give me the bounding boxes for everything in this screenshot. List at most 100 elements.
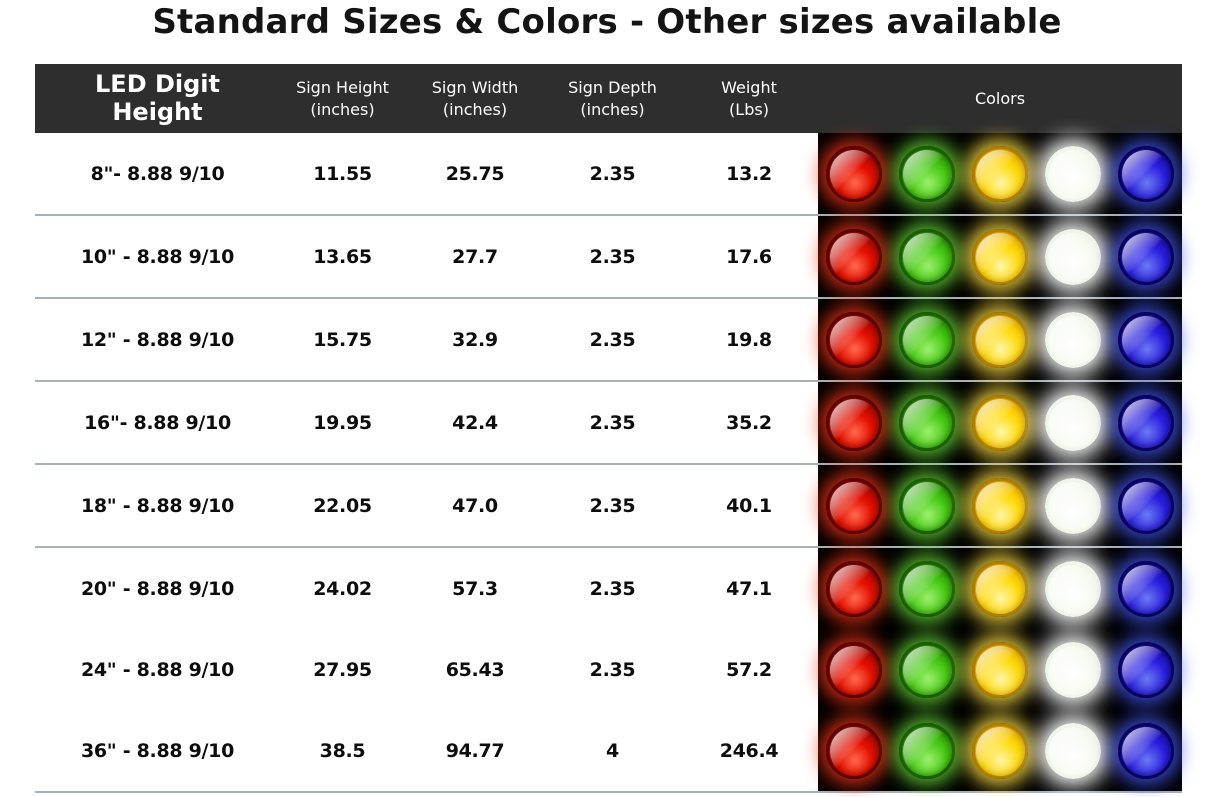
green-led-icon — [899, 641, 956, 698]
spec-table: LED Digit Height Sign Height (inches) Si… — [35, 64, 1182, 793]
cell-sign-height: 19.95 — [313, 411, 372, 434]
white-led-icon — [1044, 722, 1101, 779]
blue-led-icon — [1117, 228, 1174, 285]
cell-digit-height: 10" - 8.88 9/10 — [80, 245, 235, 268]
green-led-icon — [899, 394, 956, 451]
cell-weight: 35.2 — [726, 411, 772, 434]
cell-sign-height: 11.55 — [313, 162, 372, 185]
red-led-icon — [826, 560, 883, 617]
column-header-label: Weight — [721, 77, 777, 97]
green-led-icon — [899, 145, 956, 202]
cell-sign-depth: 2.35 — [589, 162, 636, 185]
cell-digit-height: 20" - 8.88 9/10 — [80, 577, 235, 600]
column-header-unit: (inches) — [442, 99, 508, 119]
cell-weight: 17.6 — [726, 245, 772, 268]
cell-sign-width: 42.4 — [452, 411, 498, 434]
page-title: Standard Sizes & Colors - Other sizes av… — [152, 2, 1062, 42]
table-header-row: LED Digit Height Sign Height (inches) Si… — [35, 64, 1182, 133]
cell-sign-depth: 2.35 — [589, 245, 636, 268]
cell-weight: 57.2 — [726, 658, 772, 681]
column-header-label: Sign Height — [296, 77, 389, 97]
cell-weight: 19.8 — [726, 328, 772, 351]
column-header-label: Colors — [974, 88, 1026, 108]
white-led-icon — [1044, 145, 1101, 202]
led-swatch-group — [818, 382, 1182, 463]
cell-sign-height: 15.75 — [313, 328, 372, 351]
table-row: 36" - 8.88 9/10 38.5 94.77 4 246.4 — [35, 710, 1182, 791]
cell-digit-height: 18" - 8.88 9/10 — [80, 494, 235, 517]
yellow-led-icon — [971, 394, 1028, 451]
blue-led-icon — [1117, 311, 1174, 368]
blue-led-icon — [1117, 722, 1174, 779]
led-swatch-group — [818, 299, 1182, 380]
column-header-unit: (inches) — [580, 99, 645, 119]
column-header-weight: Weight (Lbs) — [680, 77, 818, 120]
led-swatch-group — [818, 548, 1182, 629]
white-led-icon — [1044, 477, 1101, 534]
column-header-digit-height: LED Digit Height — [35, 70, 280, 126]
cell-digit-height: 8"- 8.88 9/10 — [90, 162, 225, 185]
cell-sign-width: 25.75 — [445, 162, 505, 185]
red-led-icon — [826, 228, 883, 285]
cell-weight: 47.1 — [726, 577, 772, 600]
cell-digit-height: 24" - 8.88 9/10 — [80, 658, 235, 681]
green-led-icon — [899, 560, 956, 617]
column-header-label: Sign Width — [431, 77, 519, 97]
cell-sign-depth: 2.35 — [589, 328, 636, 351]
green-led-icon — [899, 722, 956, 779]
green-led-icon — [899, 228, 956, 285]
cell-weight: 40.1 — [726, 494, 772, 517]
cell-digit-height: 36" - 8.88 9/10 — [80, 739, 235, 762]
column-header-sign-depth: Sign Depth (inches) — [545, 77, 680, 120]
cell-sign-width: 57.3 — [452, 577, 498, 600]
cell-sign-depth: 2.35 — [589, 494, 636, 517]
led-swatch-group — [818, 216, 1182, 297]
table-row: 16"- 8.88 9/10 19.95 42.4 2.35 35.2 — [35, 380, 1182, 463]
white-led-icon — [1044, 560, 1101, 617]
led-swatch-group — [818, 133, 1182, 214]
cell-sign-height: 22.05 — [313, 494, 372, 517]
table-row: 18" - 8.88 9/10 22.05 47.0 2.35 40.1 — [35, 463, 1182, 546]
table-row: 8"- 8.88 9/10 11.55 25.75 2.35 13.2 — [35, 133, 1182, 214]
cell-sign-width: 27.7 — [452, 245, 498, 268]
cell-sign-height: 13.65 — [313, 245, 372, 268]
cell-sign-depth: 2.35 — [589, 658, 636, 681]
white-led-icon — [1044, 228, 1101, 285]
cell-sign-height: 24.02 — [313, 577, 372, 600]
red-led-icon — [826, 145, 883, 202]
cell-weight: 13.2 — [726, 162, 772, 185]
green-led-icon — [899, 311, 956, 368]
blue-led-icon — [1117, 641, 1174, 698]
cell-sign-height: 38.5 — [319, 739, 366, 762]
white-led-icon — [1044, 394, 1101, 451]
yellow-led-icon — [971, 722, 1028, 779]
blue-led-icon — [1117, 394, 1174, 451]
cell-weight: 246.4 — [719, 739, 779, 762]
cell-sign-width: 94.77 — [445, 739, 505, 762]
column-header-sign-width: Sign Width (inches) — [405, 77, 545, 120]
red-led-icon — [826, 477, 883, 534]
red-led-icon — [826, 394, 883, 451]
yellow-led-icon — [971, 477, 1028, 534]
table-row: 12" - 8.88 9/10 15.75 32.9 2.35 19.8 — [35, 297, 1182, 380]
white-led-icon — [1044, 311, 1101, 368]
cell-sign-width: 47.0 — [452, 494, 498, 517]
yellow-led-icon — [971, 311, 1028, 368]
led-swatch-group — [818, 629, 1182, 710]
cell-sign-width: 65.43 — [445, 658, 505, 681]
red-led-icon — [826, 641, 883, 698]
table-row: 24" - 8.88 9/10 27.95 65.43 2.35 57.2 — [35, 629, 1182, 710]
red-led-icon — [826, 722, 883, 779]
table-row: 20" - 8.88 9/10 24.02 57.3 2.35 47.1 — [35, 546, 1182, 629]
cell-sign-depth: 2.35 — [589, 577, 636, 600]
column-header-colors: Colors — [818, 88, 1182, 110]
blue-led-icon — [1117, 477, 1174, 534]
green-led-icon — [899, 477, 956, 534]
column-header-sign-height: Sign Height (inches) — [280, 77, 405, 120]
white-led-icon — [1044, 641, 1101, 698]
cell-digit-height: 12" - 8.88 9/10 — [80, 328, 235, 351]
cell-sign-width: 32.9 — [452, 328, 498, 351]
cell-digit-height: 16"- 8.88 9/10 — [84, 411, 231, 434]
red-led-icon — [826, 311, 883, 368]
